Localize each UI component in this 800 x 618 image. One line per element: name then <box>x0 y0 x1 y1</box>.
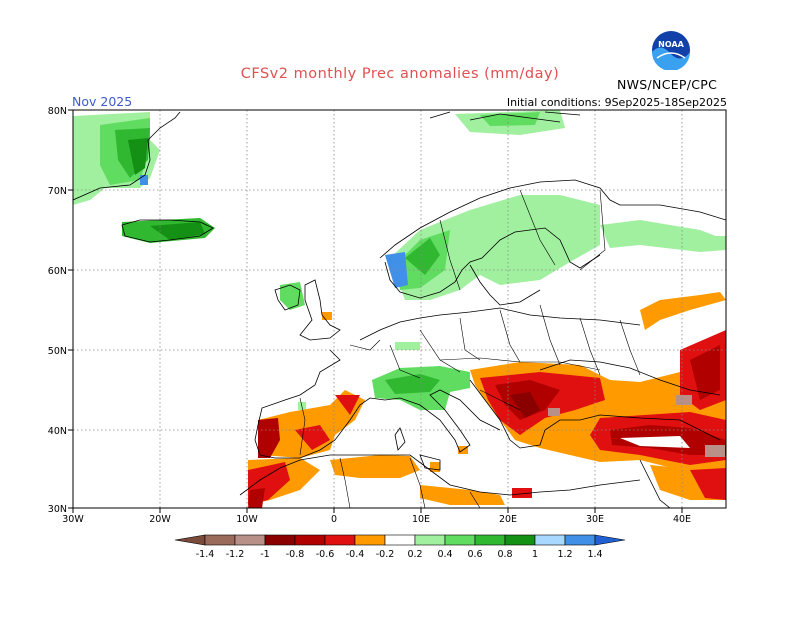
color-bar <box>174 534 626 546</box>
region-iberia <box>258 390 365 458</box>
region-greenland <box>73 112 160 205</box>
region-balkans-turkey <box>470 292 726 500</box>
coastlines <box>73 111 726 508</box>
map-frame <box>72 109 727 509</box>
colorbar-tick: -1.4 <box>196 549 215 560</box>
colorbar-swatch-8 <box>414 534 446 546</box>
noaa-logo-icon <box>652 31 690 70</box>
colorbar-tick: 1.2 <box>557 549 572 560</box>
colorbar-swatch-0 <box>174 534 206 546</box>
anomaly-shading <box>73 110 726 508</box>
lat-label: 30N <box>48 504 67 515</box>
colorbar-swatch-13 <box>564 534 596 546</box>
initial-conditions: Initial conditions: 9Sep2025-18Sep2025 <box>506 96 727 109</box>
colorbar-swatch-6 <box>354 534 386 546</box>
country-borders <box>299 189 641 508</box>
graticule <box>73 110 726 508</box>
region-scandinavia <box>385 195 726 300</box>
colorbar-tick: -0.4 <box>346 549 365 560</box>
colorbar-tick: 0.6 <box>467 549 482 560</box>
logo-text: NOAA <box>658 40 684 49</box>
colorbar-swatch-1 <box>204 534 236 546</box>
colorbar-labels: -1.4 -1.2 -1 -0.8 -0.6 -0.4 -0.2 0.2 0.4… <box>196 549 603 560</box>
lon-label: 20E <box>499 514 517 525</box>
colorbar-tick: 0.2 <box>407 549 422 560</box>
colorbar-swatch-9 <box>444 534 476 546</box>
colorbar-swatch-11 <box>504 534 536 546</box>
lon-label: 30W <box>62 514 84 525</box>
lat-label: 50N <box>48 346 67 357</box>
latitude-labels: 80N 70N 60N 50N 40N 30N <box>48 106 67 515</box>
colorbar-swatch-5 <box>324 534 356 546</box>
colorbar-tick: 1 <box>532 549 538 560</box>
lon-label: 40E <box>673 514 691 525</box>
region-britain <box>280 282 332 320</box>
lon-label: 30E <box>586 514 604 525</box>
valid-month: Nov 2025 <box>72 94 133 109</box>
colorbar-swatch-7 <box>384 534 416 546</box>
colorbar-swatch-3 <box>264 534 296 546</box>
lon-label: 10W <box>236 514 258 525</box>
colorbar-tick: 0.4 <box>437 549 452 560</box>
colorbar-tick: -1 <box>260 549 269 560</box>
lat-label: 70N <box>48 186 67 197</box>
longitude-labels: 30W 20W 10W 0 10E 20E 30E 40E <box>62 514 691 525</box>
region-north-africa <box>248 446 532 508</box>
lat-label: 80N <box>48 106 67 117</box>
colorbar-tick: -0.6 <box>316 549 335 560</box>
colorbar-tick: -1.2 <box>226 549 245 560</box>
lon-label: 20W <box>149 514 171 525</box>
colorbar-tick: 0.8 <box>497 549 512 560</box>
colorbar-swatch-10 <box>474 534 506 546</box>
region-iceland <box>122 218 215 243</box>
tick-marks <box>68 109 683 513</box>
colorbar-swatch-12 <box>534 534 566 546</box>
colorbar-tick: -0.8 <box>286 549 305 560</box>
chart-title: CFSv2 monthly Prec anomalies (mm/day) <box>240 66 560 82</box>
colorbar-swatch-4 <box>294 534 326 546</box>
lon-label: 0 <box>331 514 337 525</box>
lat-label: 60N <box>48 266 67 277</box>
lat-label: 40N <box>48 426 67 437</box>
agency-label: NWS/NCEP/CPC <box>617 77 718 92</box>
lon-label: 10E <box>412 514 430 525</box>
colorbar-tick: -0.2 <box>376 549 395 560</box>
colorbar-swatch-2 <box>234 534 266 546</box>
colorbar-swatch-14 <box>594 534 626 546</box>
region-svalbard <box>455 110 565 135</box>
colorbar-tick: 1.4 <box>587 549 602 560</box>
